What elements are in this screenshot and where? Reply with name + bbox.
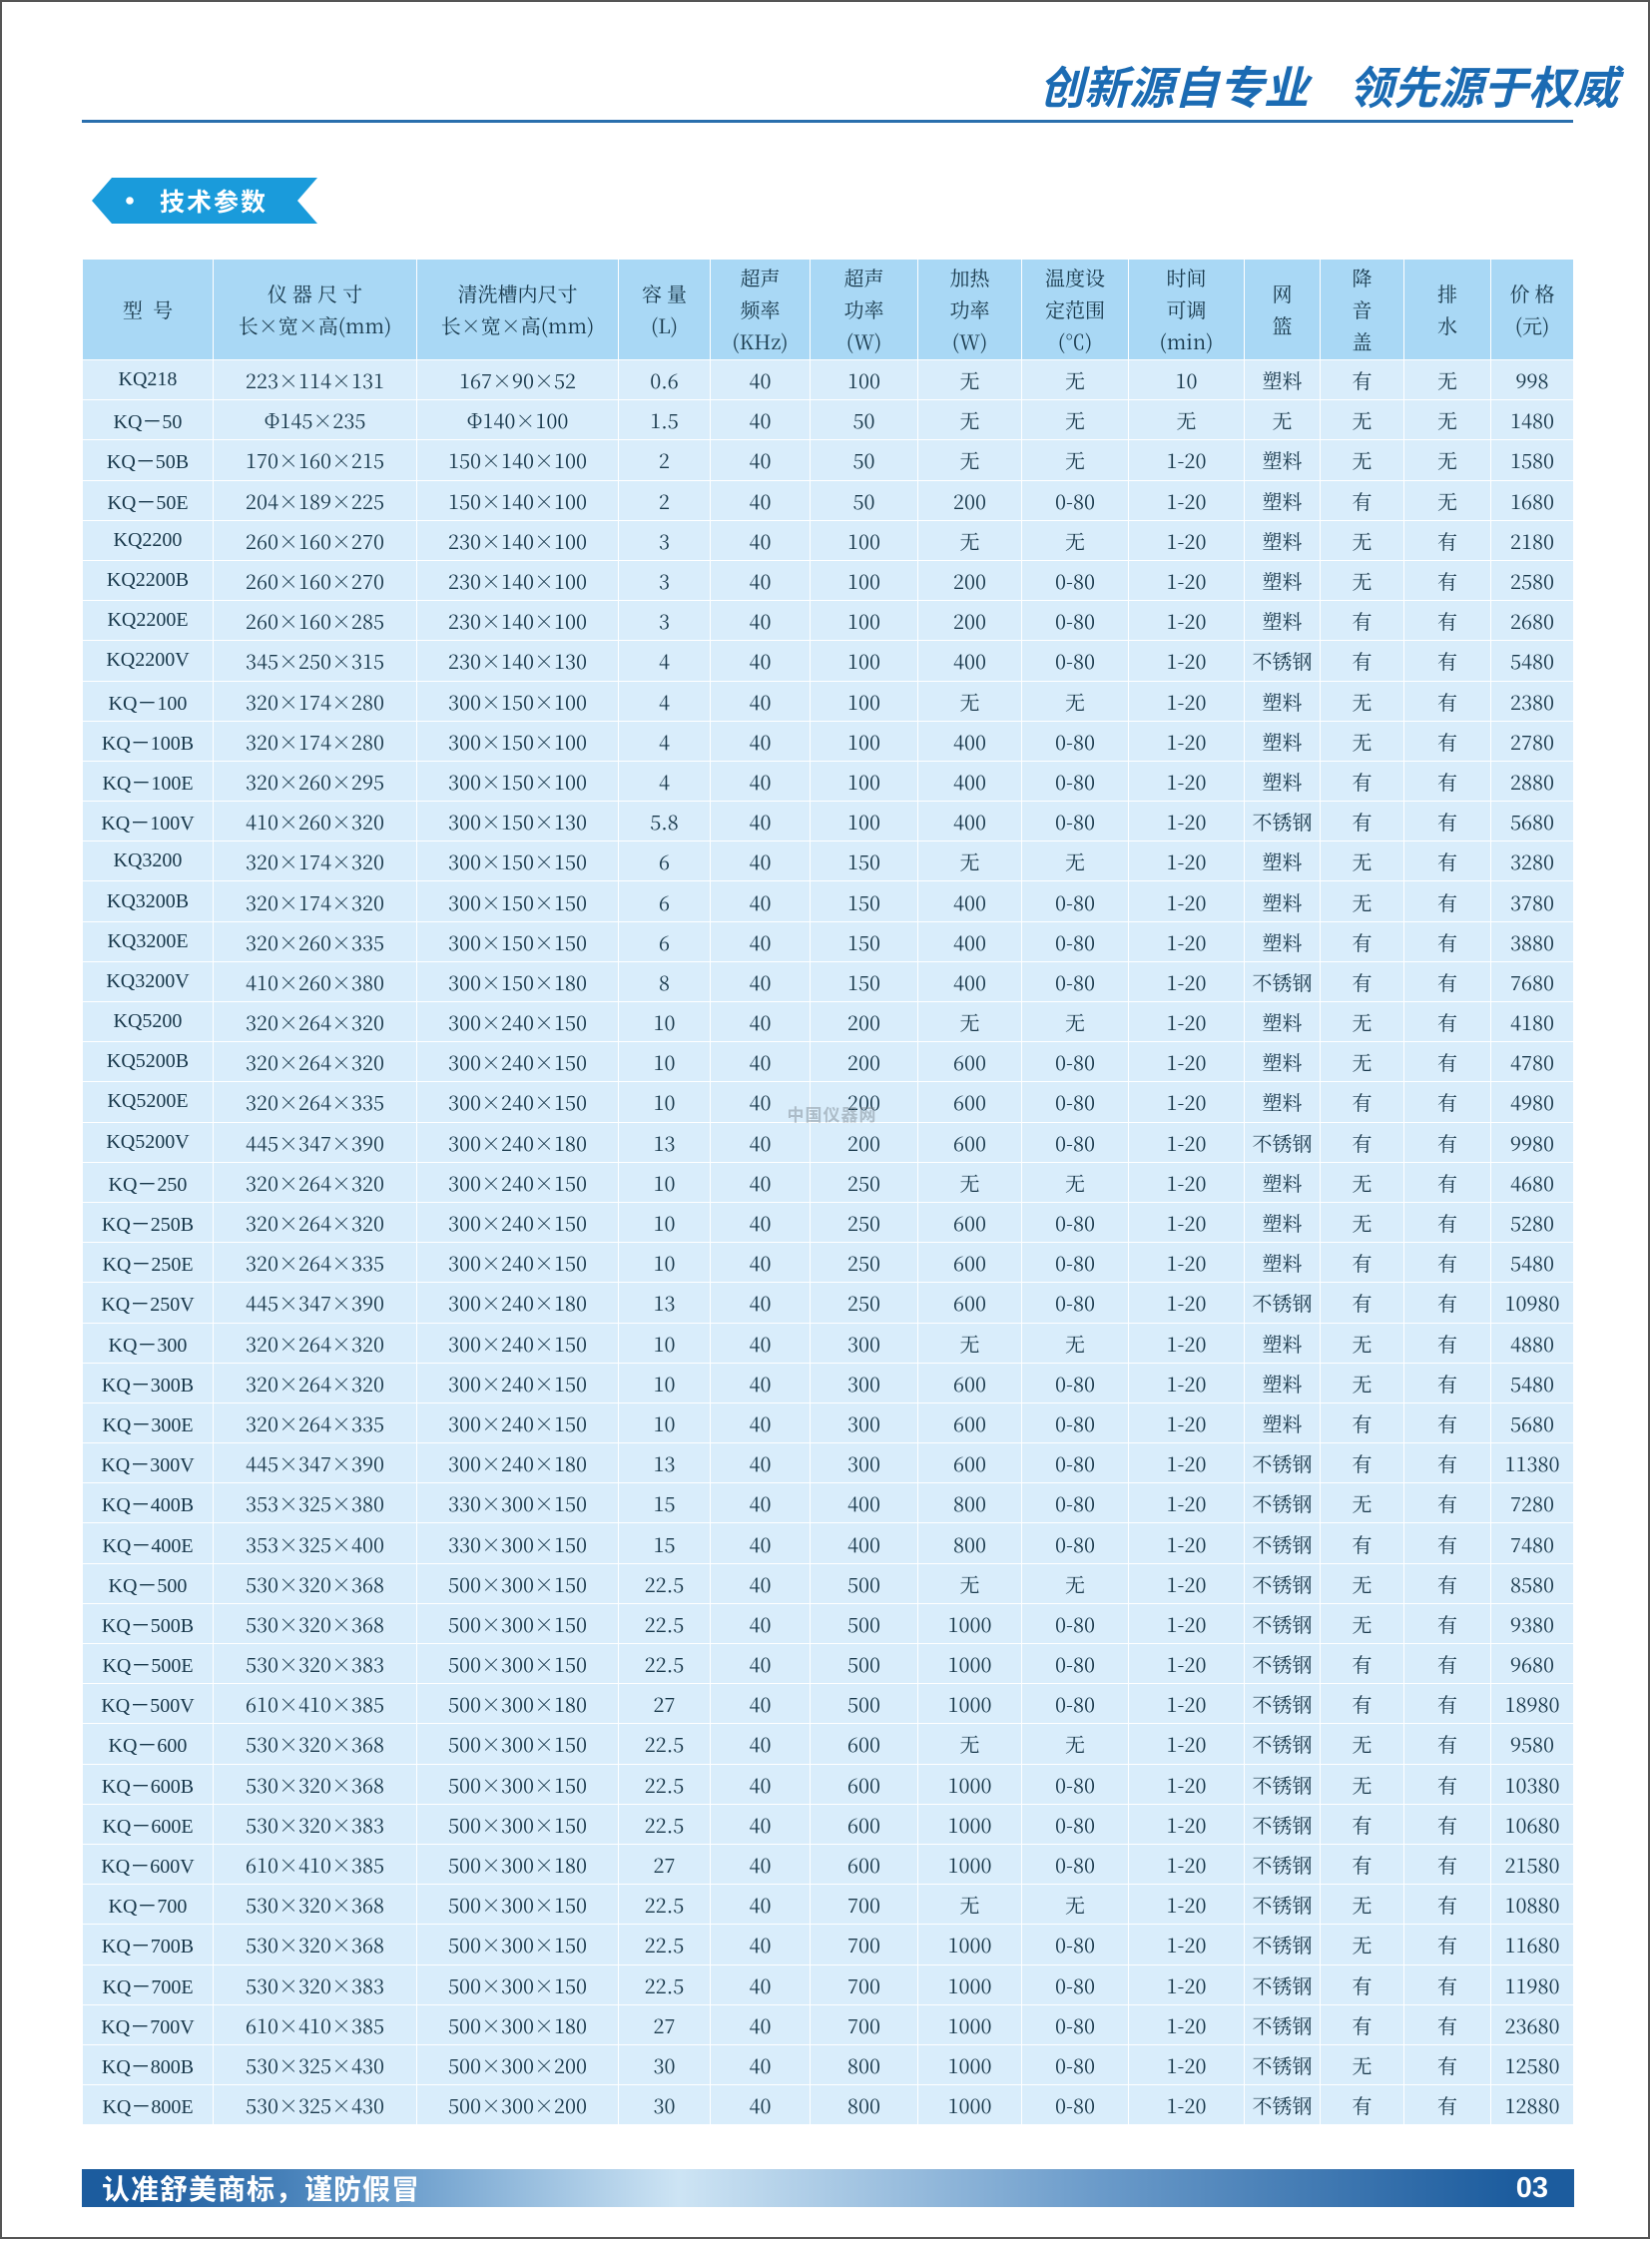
svg-text:技术参数: 技术参数 — [160, 183, 268, 219]
